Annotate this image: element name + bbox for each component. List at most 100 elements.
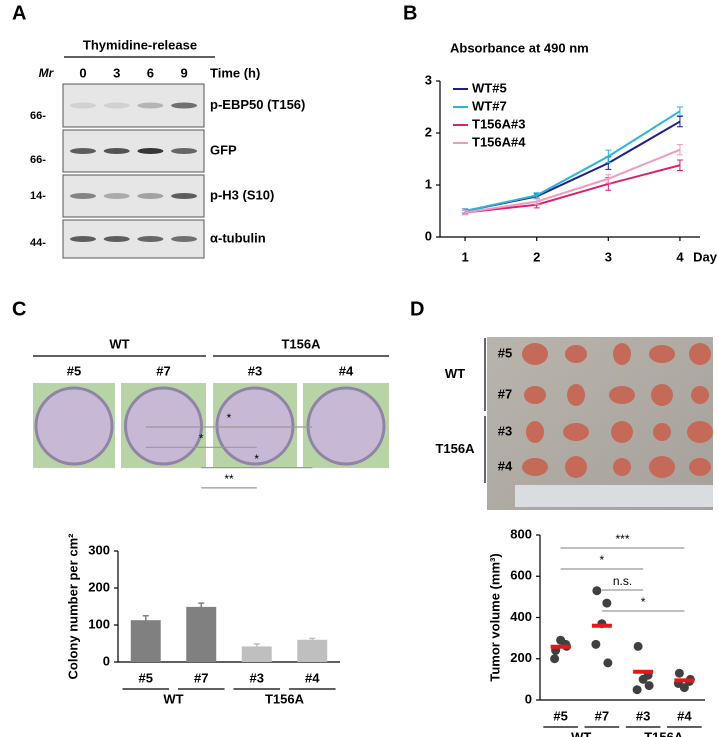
y-tick-label: 100 [88,616,110,631]
y-tick-label: 300 [88,542,110,557]
data-point [674,668,684,678]
group-label: WT [109,336,129,351]
row-label: #3 [498,423,512,438]
tumor [563,423,589,441]
blot-band [137,102,164,109]
bar [241,646,272,662]
blot-band [171,236,198,242]
blot-name: p-EBP50 (T156) [210,97,305,112]
tumor [565,345,587,363]
x-axis-label: Day [693,249,718,264]
well-label: #4 [339,363,354,378]
tumor [689,458,711,476]
panel-label: C [12,298,26,320]
comparison-label: n.s. [613,574,632,588]
tumor [522,343,548,365]
data-point [550,654,560,664]
tumor [565,456,587,478]
blot-band [70,102,96,109]
data-point [592,586,602,596]
blot-name: α-tubulin [210,230,266,245]
blot-band [137,148,164,154]
x-tick-label: #5 [139,670,153,685]
row-label: #5 [498,345,512,360]
y-axis-label: Tumor volume (mm³) [487,553,502,681]
tumor [653,423,671,441]
mr-marker: 66- [30,110,46,122]
legend-label: T156A#4 [472,134,526,149]
tumor [611,421,633,443]
blot-band [103,102,130,109]
x-tick-label: 3 [605,249,612,264]
error-bar [676,106,683,116]
lane-label: 6 [147,65,154,80]
mr-marker: 44- [30,237,46,249]
tumor [613,343,631,365]
blot-band [70,236,96,242]
legend-label: T156A#3 [472,116,525,131]
y-tick-label: 3 [425,72,432,87]
group-label: T156A [281,336,321,351]
error-bar [309,637,316,643]
row-label: #7 [498,386,512,401]
error-bar [462,209,469,216]
blot-band [171,102,198,109]
blot-band [70,193,96,199]
well [215,386,295,466]
y-tick-label: 600 [510,568,532,583]
error-bar [533,198,540,205]
tumor [687,421,713,443]
mr-marker: 66- [30,154,46,166]
y-tick-label: 200 [510,650,532,665]
blot-name: GFP [210,142,237,157]
comparison-label: * [600,553,605,567]
lane-label: 9 [180,65,187,80]
series-line [464,164,681,214]
data-point [591,639,601,649]
y-tick-label: 400 [510,609,532,624]
tumor [609,386,635,404]
blot-band [70,148,96,154]
y-axis-label: Colony number per cm² [65,533,80,680]
y-tick-label: 0 [525,691,532,706]
tumor [651,384,673,406]
tumor [649,456,675,478]
data-point [602,598,612,608]
bar [297,639,328,662]
well-label: #3 [248,363,262,378]
comparison-label: * [641,595,646,609]
well [306,386,386,466]
data-point [556,635,566,645]
data-point [632,685,642,695]
blot-band [171,193,198,199]
row-label: #4 [498,458,513,473]
error-bar [533,192,540,199]
x-tick-label: #7 [595,708,609,723]
comparison-label: ** [224,472,234,486]
legend-label: WT#7 [472,98,507,113]
data-point [644,681,654,691]
tumor [613,458,631,476]
blot-band [103,236,130,242]
blot-band [137,236,164,242]
chart-title: Absorbance at 490 nm [450,40,589,55]
x-tick-label: 2 [533,249,540,264]
tumor [524,386,546,404]
series-line [464,110,681,212]
x-tick-label: 1 [461,249,468,264]
blot-band [137,193,164,199]
mr-marker: 14- [30,190,46,202]
y-tick-label: 200 [88,579,110,594]
panel-label: A [12,2,26,24]
error-bar [676,143,683,156]
y-tick-label: 0 [425,228,432,243]
error-bar [142,615,149,626]
tumor-photo [487,337,713,510]
panel-label: D [410,298,424,320]
data-point [638,674,648,684]
group-label: T156A [644,729,684,737]
error-bar [605,174,612,184]
tumor [526,421,544,443]
well-label: #7 [156,363,170,378]
error-bar [676,115,683,128]
